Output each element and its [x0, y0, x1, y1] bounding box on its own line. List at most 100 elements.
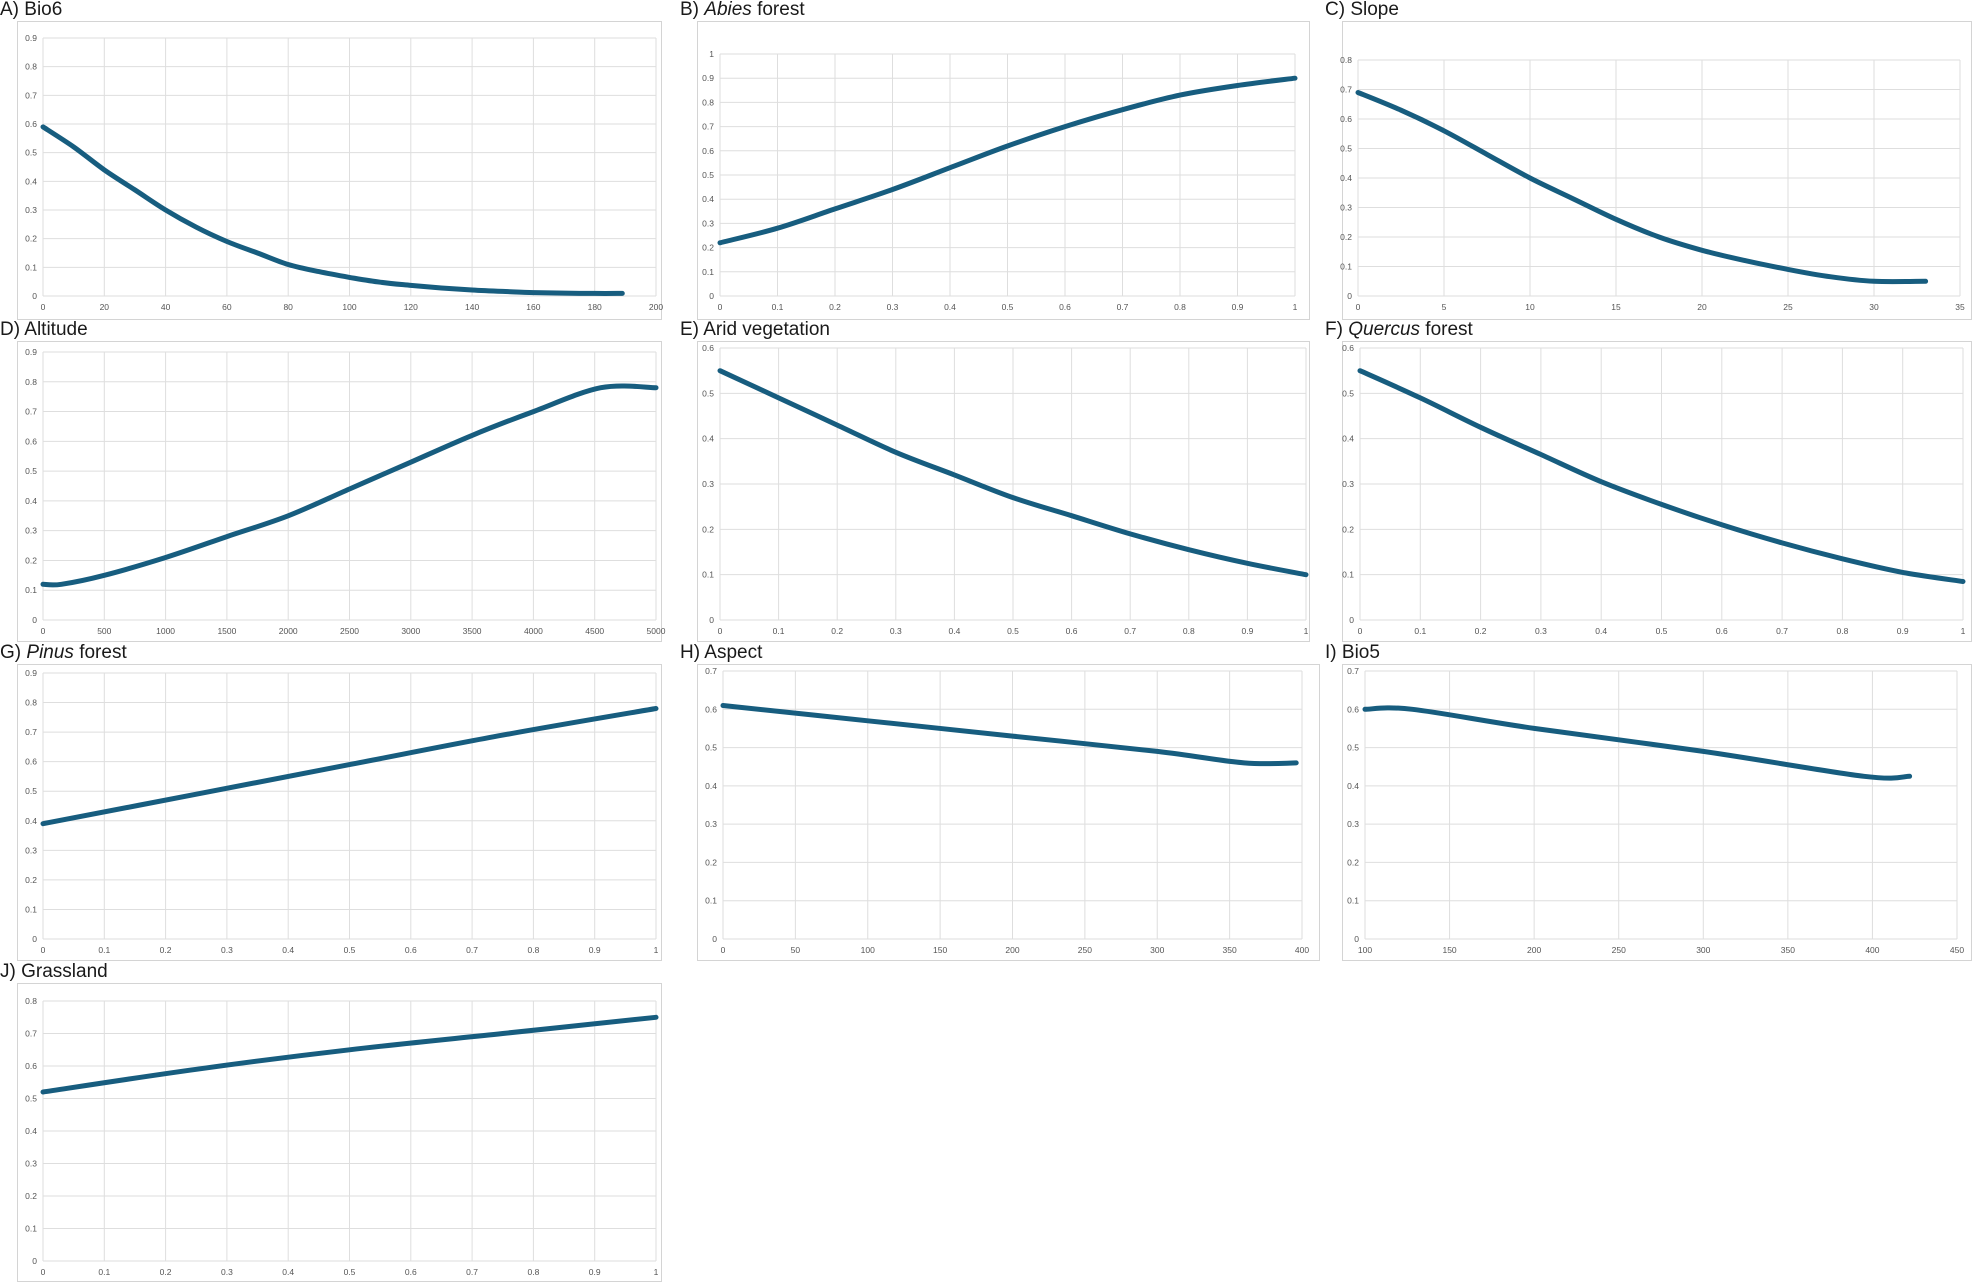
y-tick-label: 0.5 [702, 170, 714, 180]
series-line [717, 75, 1298, 246]
x-tick-label: 300 [1696, 945, 1710, 955]
y-tick-label: 0.3 [702, 479, 714, 489]
y-tick-label: 0 [1354, 934, 1359, 944]
title-suffix: Altitude [24, 319, 88, 340]
y-tick-label: 0.5 [1347, 743, 1359, 753]
panel-title: C) Slope [1325, 0, 1399, 20]
chart-svg: 0 0.1 0.2 0.3 0.4 0.5 0.6 0.7 0.8 0 5 10 15 20 25 30 35 [1340, 55, 1965, 312]
y-tick-label: 0.7 [25, 1029, 37, 1039]
x-tick-label: 0.5 [344, 945, 356, 955]
y-tick-label: 0 [32, 615, 37, 625]
x-tick-label: 100 [1358, 945, 1372, 955]
x-tick-label: 0.4 [944, 302, 956, 312]
y-tick-label: 0.2 [25, 875, 37, 885]
x-tick-label: 120 [404, 302, 418, 312]
y-tick-label: 0.7 [25, 90, 37, 100]
y-tick-label: 0.1 [1342, 570, 1354, 580]
y-tick-label: 0.8 [25, 996, 37, 1006]
y-tick-label: 0.8 [25, 377, 37, 387]
x-tick-label: 250 [1612, 945, 1626, 955]
x-tick-label: 0.1 [773, 626, 785, 636]
y-tick-label: 0.2 [25, 555, 37, 565]
y-tick-label: 0.2 [1347, 857, 1359, 867]
x-tick-label: 500 [97, 626, 111, 636]
x-tick-label: 0.9 [1241, 626, 1253, 636]
series-line [1357, 368, 1966, 584]
title-suffix: Aspect [704, 642, 763, 663]
x-tick-label: 0.2 [160, 945, 172, 955]
x-tick-label: 0.1 [772, 302, 784, 312]
x-tick-label: 350 [1223, 945, 1237, 955]
x-tick-label: 0.1 [98, 945, 110, 955]
x-tick-label: 0.9 [589, 1267, 601, 1277]
y-tick-label: 0.2 [705, 857, 717, 867]
title-prefix: G) [0, 642, 27, 663]
y-tick-label: 0.4 [25, 496, 37, 506]
y-tick-label: 0.7 [25, 407, 37, 417]
x-tick-label: 0.3 [887, 302, 899, 312]
y-tick-label: 0.2 [702, 524, 714, 534]
x-tick-label: 250 [1078, 945, 1092, 955]
title-suffix: Arid vegetation [703, 319, 830, 340]
x-tick-label: 0.6 [1716, 626, 1728, 636]
title-suffix: Bio5 [1341, 642, 1380, 663]
y-tick-label: 0.4 [25, 816, 37, 826]
x-tick-label: 25 [1783, 302, 1793, 312]
y-tick-label: 0.1 [25, 1224, 37, 1234]
x-tick-label: 30 [1869, 302, 1879, 312]
panel-title: B) Abies forest [680, 0, 805, 20]
chart-panel-j: J) Grassland 0 0.1 0.2 0.3 0.4 0.5 0.6 0.7 0.8 0 0… [0, 962, 662, 1283]
y-tick-label: 0.5 [1342, 388, 1354, 398]
y-tick-label: 0.6 [25, 757, 37, 767]
y-tick-label: 0.5 [25, 786, 37, 796]
y-tick-label: 0.1 [25, 262, 37, 272]
x-tick-label: 300 [1150, 945, 1164, 955]
x-tick-label: 0 [41, 626, 46, 636]
x-tick-label: 4000 [524, 626, 543, 636]
y-tick-label: 0.5 [1340, 144, 1352, 154]
x-tick-label: 0.8 [1183, 626, 1195, 636]
y-tick-label: 0.8 [25, 698, 37, 708]
title-prefix: A) [0, 0, 25, 20]
y-tick-label: 0.4 [25, 176, 37, 186]
chart-frame [697, 21, 1310, 320]
y-tick-label: 0.9 [702, 73, 714, 83]
y-tick-label: 0.1 [1340, 262, 1352, 272]
y-tick-label: 0.6 [702, 146, 714, 156]
y-tick-label: 0.7 [702, 122, 714, 132]
y-tick-label: 0.5 [705, 743, 717, 753]
y-tick-label: 0 [712, 934, 717, 944]
x-tick-label: 0.9 [589, 945, 601, 955]
y-tick-label: 0.3 [705, 819, 717, 829]
x-tick-label: 450 [1950, 945, 1964, 955]
series-line [40, 383, 659, 588]
chart-svg: 0 0.1 0.2 0.3 0.4 0.5 0.6 0.7 0.8 0.9 1 0 0.1 0.2 0.3 0… [702, 49, 1298, 312]
y-tick-label: 0.6 [1347, 704, 1359, 714]
y-tick-label: 0 [709, 615, 714, 625]
series-line [40, 1014, 659, 1095]
y-tick-label: 0.5 [702, 388, 714, 398]
title-suffix: forest [751, 0, 805, 20]
chart-svg: 0 0.1 0.2 0.3 0.4 0.5 0.6 0 0.1 0.2 0.3 0.4 0.5 0.6 0.… [1342, 343, 1966, 636]
x-tick-label: 200 [649, 302, 663, 312]
panel-title: G) Pinus forest [0, 643, 127, 663]
y-tick-label: 0.6 [25, 1061, 37, 1071]
series-line [720, 703, 1299, 767]
chart-panel-d: D) Altitude 0 0.1 0.2 0.3 0.4 0.5 0.6 0.7 0.8 0.9… [0, 320, 666, 642]
chart-svg: 0 0.1 0.2 0.3 0.4 0.5 0.6 0.7 0.8 0.9 0 20 40 60 80 100… [25, 33, 663, 312]
x-tick-label: 0.8 [527, 1267, 539, 1277]
y-tick-label: 0.4 [702, 194, 714, 204]
x-tick-label: 15 [1611, 302, 1621, 312]
title-suffix: Slope [1350, 0, 1399, 20]
y-tick-label: 0.3 [1342, 479, 1354, 489]
x-tick-label: 0.5 [1656, 626, 1668, 636]
panel-title: D) Altitude [0, 320, 88, 340]
title-prefix: F) [1325, 319, 1349, 340]
title-suffix: forest [1420, 319, 1473, 340]
chart-frame [17, 664, 662, 961]
title-suffix: Grassland [21, 961, 108, 982]
chart-panel-i: I) Bio5 0 0.1 0.2 0.3 0.4 0.5 0.6 0.7 100 150 200 2… [1325, 643, 1972, 961]
x-tick-label: 0.4 [282, 1267, 294, 1277]
x-tick-label: 0.9 [1232, 302, 1244, 312]
title-prefix: D) [0, 319, 25, 340]
